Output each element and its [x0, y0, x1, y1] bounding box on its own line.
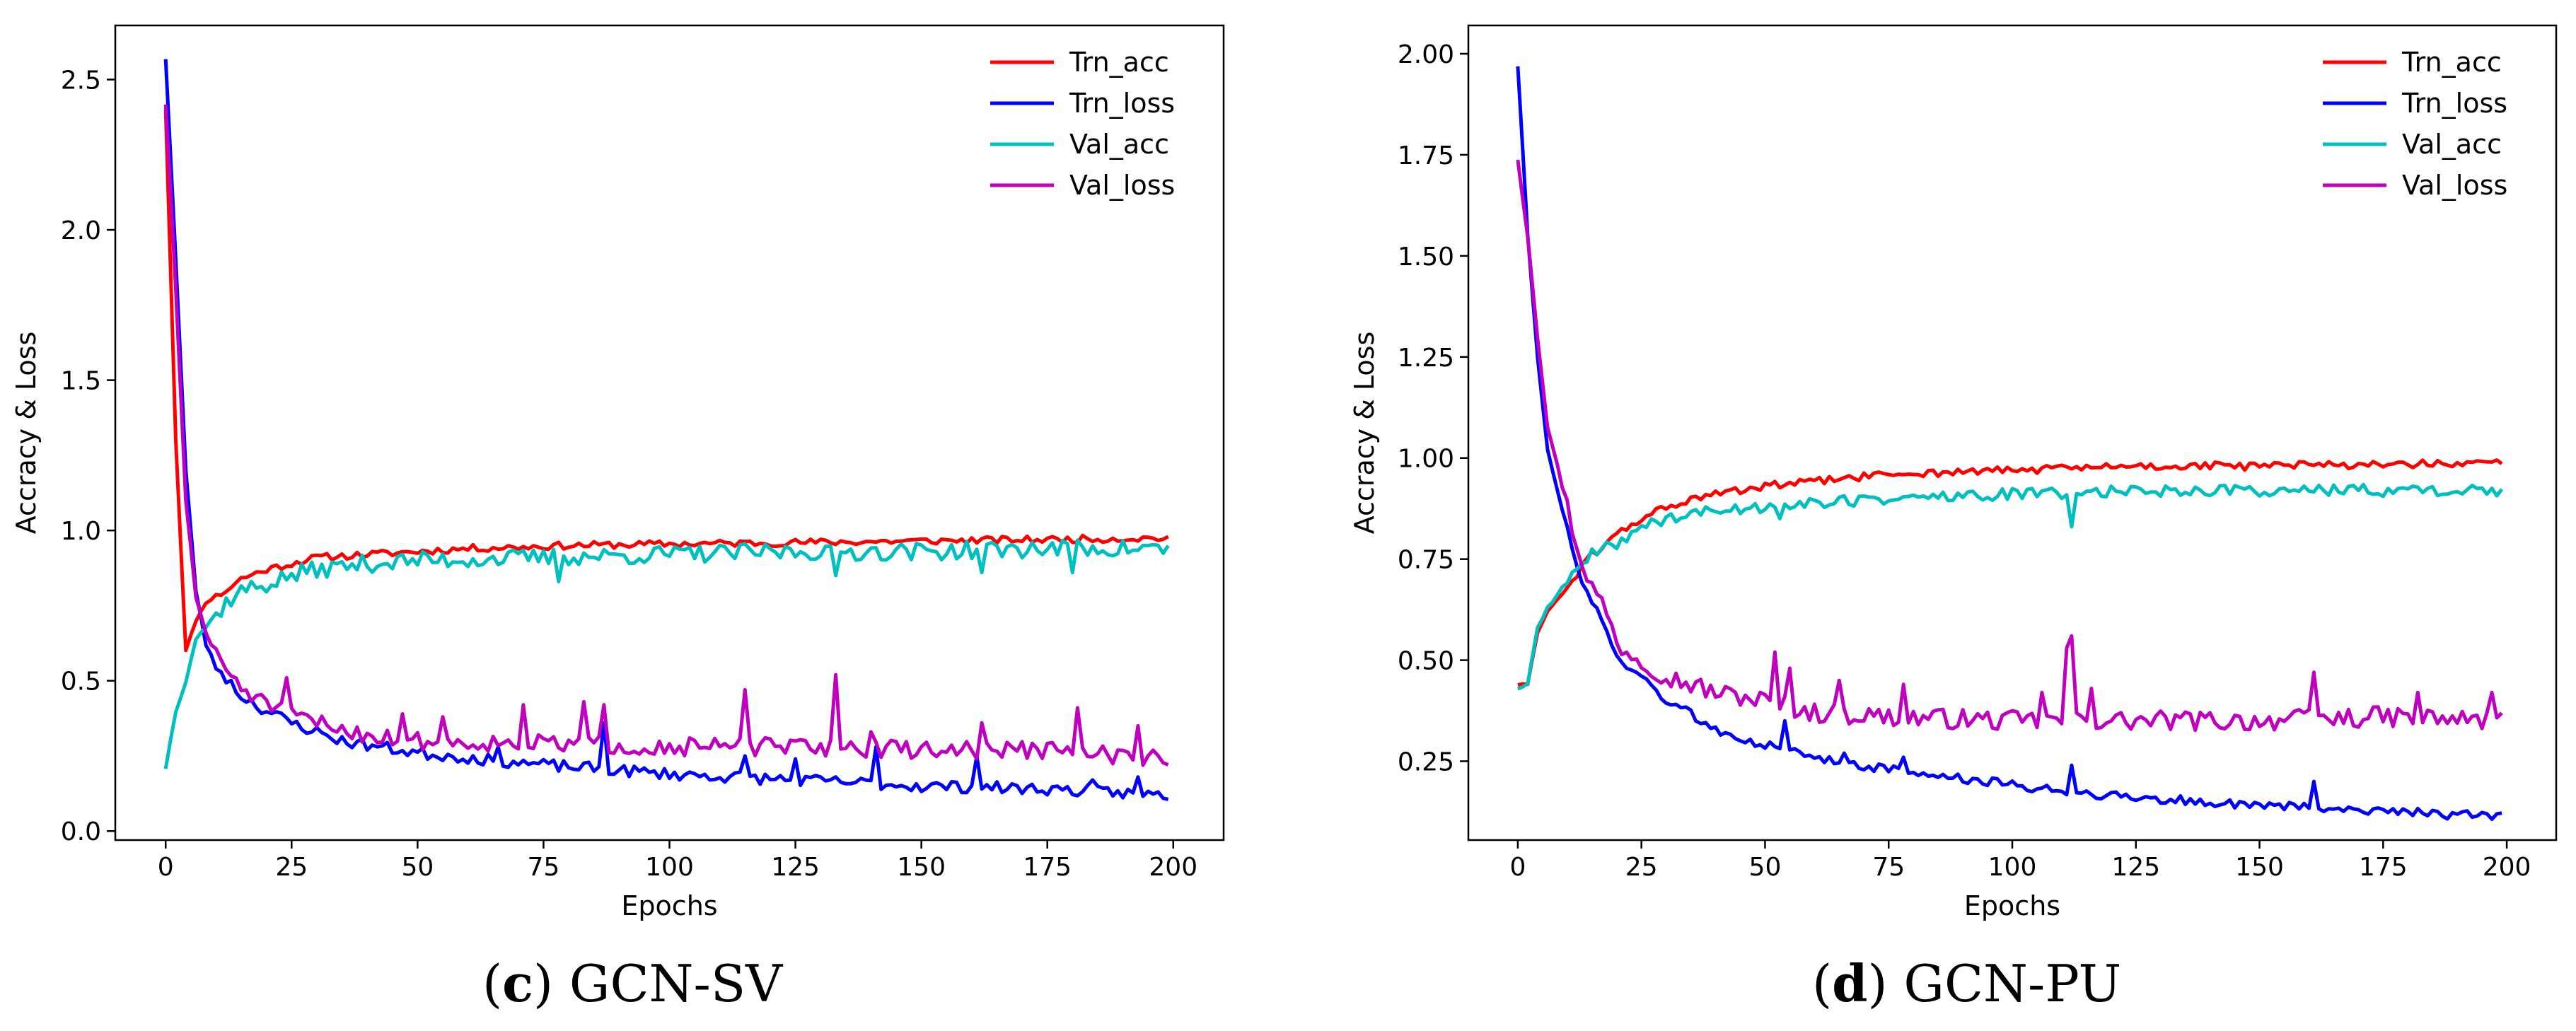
- legend-label-val-acc: Val_acc: [1069, 129, 1169, 160]
- y-tick-label: 1.50: [1398, 243, 1454, 272]
- y-axis-label: Accracy & Loss: [11, 332, 42, 535]
- x-tick-label: 0: [1509, 853, 1526, 882]
- y-tick-label: 1.00: [1398, 445, 1454, 474]
- x-tick-label: 200: [2483, 853, 2531, 882]
- series-line-val-loss: [1516, 159, 2503, 733]
- series-group-d: [1516, 66, 2504, 821]
- x-tick-label: 100: [645, 853, 694, 882]
- y-tick-label: 1.75: [1398, 141, 1454, 170]
- x-tick-label: 125: [2111, 853, 2160, 882]
- series-line-val-loss: [163, 104, 1169, 767]
- y-tick-label: 1.5: [61, 367, 101, 396]
- series-line-trn-acc: [1517, 458, 2503, 687]
- x-axis-label: Epochs: [621, 890, 717, 921]
- legend-label-val-loss: Val_loss: [2402, 170, 2507, 201]
- series-group-c: [163, 59, 1170, 801]
- caption-d-text: GCN-PU: [1903, 954, 2122, 1013]
- plot-frame: [114, 24, 1225, 841]
- y-tick-label: 1.25: [1398, 344, 1454, 373]
- chart-c-svg: 0 25 50 75 100 125 150 175 200 0.0 0.5 1.0 1.5 2.0 2.5…: [11, 24, 1225, 921]
- legend-label-val-loss: Val_loss: [1069, 170, 1175, 201]
- x-tick-label: 25: [275, 853, 308, 882]
- chart-panel-c: 0 25 50 75 100 125 150 175 200 0.0 0.5 1.0 1.5 2.0 2.5…: [0, 0, 1245, 1031]
- series-line-trn-loss: [1516, 66, 2502, 821]
- caption-d-letter: d: [1832, 953, 1868, 1013]
- series-line-trn-acc: [163, 110, 1169, 653]
- x-tick-label: 50: [401, 853, 434, 882]
- y-tick-label: 0.50: [1398, 647, 1454, 676]
- x-tick-label: 100: [1988, 853, 2037, 882]
- y-tick-label: 2.5: [61, 66, 101, 95]
- caption-c: (c) GCN-SV: [482, 953, 783, 1013]
- x-tick-label: 175: [1023, 853, 1072, 882]
- caption-d: (d) GCN-PU: [1812, 953, 2122, 1013]
- series-line-val-acc: [1516, 482, 2504, 691]
- y-tick-label: 0.5: [61, 668, 101, 697]
- x-tick-label: 200: [1149, 853, 1197, 882]
- y-axis-label: Accracy & Loss: [1349, 332, 1380, 535]
- x-tick-label: 75: [1872, 853, 1905, 882]
- x-tick-label: 0: [158, 853, 174, 882]
- chart-panel-d: 0 25 50 75 100 125 150 175 200 0.25 0.50 0.75 1.00 1.…: [1330, 0, 2576, 1031]
- chart-d-svg: 0 25 50 75 100 125 150 175 200 0.25 0.50 0.75 1.00 1.…: [1349, 24, 2558, 921]
- legend-label-trn-acc: Trn_acc: [2401, 47, 2502, 78]
- legend-label-trn-acc: Trn_acc: [1069, 47, 1169, 78]
- legend-label-trn-loss: Trn_loss: [2401, 88, 2507, 119]
- series-line-trn-loss: [163, 59, 1169, 801]
- x-tick-label: 125: [771, 853, 820, 882]
- y-tick-label: 2.00: [1398, 40, 1454, 69]
- x-tick-label: 150: [897, 853, 946, 882]
- plot-frame: [1467, 24, 2558, 841]
- x-tick-label: 175: [2359, 853, 2408, 882]
- caption-c-text: GCN-SV: [569, 954, 783, 1013]
- series-line-val-acc: [163, 538, 1170, 769]
- y-tick-label: 0.75: [1398, 546, 1454, 575]
- x-tick-label: 75: [528, 853, 560, 882]
- x-tick-label: 150: [2235, 853, 2284, 882]
- x-axis-label: Epochs: [1964, 890, 2060, 921]
- y-tick-label: 1.0: [61, 517, 101, 546]
- x-tick-label: 50: [1749, 853, 1782, 882]
- y-tick-label: 0.0: [61, 817, 101, 846]
- legend-label-trn-loss: Trn_loss: [1069, 88, 1175, 119]
- y-tick-label: 0.25: [1398, 748, 1454, 777]
- caption-c-letter: c: [502, 953, 533, 1013]
- y-tick-label: 2.0: [61, 216, 101, 245]
- x-tick-label: 25: [1625, 853, 1658, 882]
- legend-label-val-acc: Val_acc: [2402, 129, 2502, 160]
